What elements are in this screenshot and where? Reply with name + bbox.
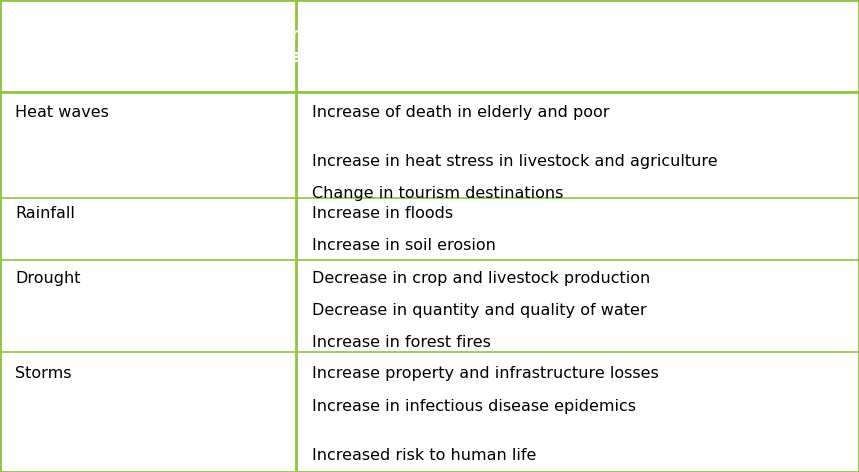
Text: Increase of death in elderly and poor: Increase of death in elderly and poor xyxy=(312,105,609,120)
Text: Increase in infectious disease epidemics: Increase in infectious disease epidemics xyxy=(312,398,636,413)
Text: Drought: Drought xyxy=(15,270,81,286)
Text: Increase property and infrastructure losses: Increase property and infrastructure los… xyxy=(312,366,659,381)
Text: And the consequences to humans might be:: And the consequences to humans might be: xyxy=(312,37,757,55)
Text: Climate change will result in
more frequent/more intense:: Climate change will result in more frequ… xyxy=(15,26,309,66)
Text: Storms: Storms xyxy=(15,366,72,381)
Text: Decrease in quantity and quality of water: Decrease in quantity and quality of wate… xyxy=(312,303,647,318)
Text: Increase in forest fires: Increase in forest fires xyxy=(312,336,490,351)
Text: Increase in floods: Increase in floods xyxy=(312,206,453,220)
Text: Increase in soil erosion: Increase in soil erosion xyxy=(312,238,496,253)
Text: Heat waves: Heat waves xyxy=(15,105,109,120)
Text: Decrease in crop and livestock production: Decrease in crop and livestock productio… xyxy=(312,270,650,286)
Text: Change in tourism destinations: Change in tourism destinations xyxy=(312,186,564,201)
Text: Rainfall: Rainfall xyxy=(15,206,76,220)
Text: Increase in heat stress in livestock and agriculture: Increase in heat stress in livestock and… xyxy=(312,154,717,169)
Text: Increased risk to human life: Increased risk to human life xyxy=(312,447,536,463)
Bar xyxy=(0,0,859,92)
